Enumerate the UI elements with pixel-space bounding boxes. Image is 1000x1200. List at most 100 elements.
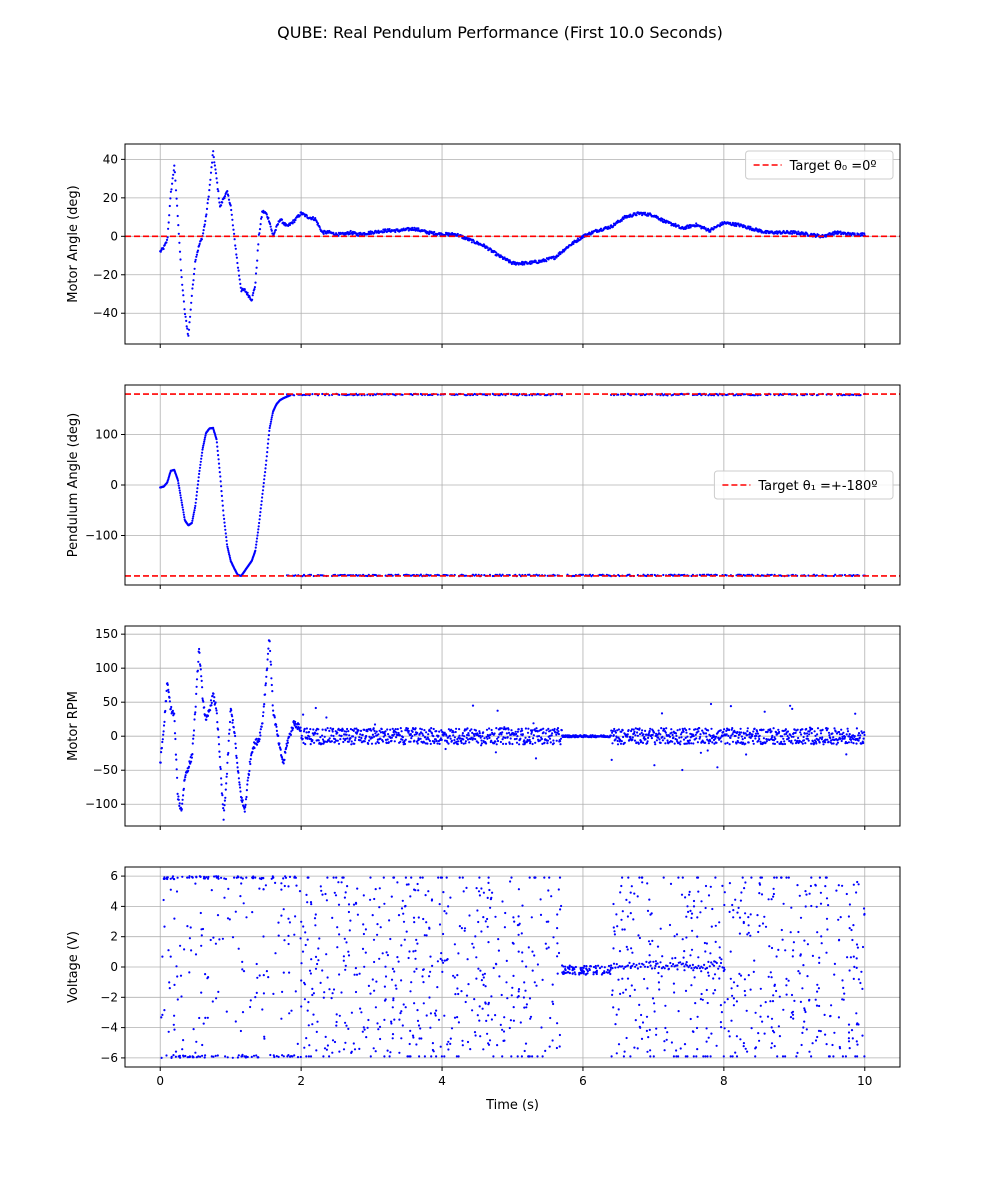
data-point xyxy=(706,749,709,752)
data-point xyxy=(463,927,467,930)
data-point xyxy=(181,289,184,292)
data-point xyxy=(241,799,244,802)
data-point xyxy=(682,730,685,733)
data-point xyxy=(300,1005,303,1008)
data-point xyxy=(217,743,221,746)
data-point xyxy=(798,740,801,743)
data-point xyxy=(750,876,753,879)
data-point xyxy=(345,733,348,736)
data-point xyxy=(641,881,644,884)
data-point xyxy=(658,988,661,991)
data-point xyxy=(523,739,526,742)
data-point xyxy=(180,995,183,998)
data-point xyxy=(664,1004,667,1007)
data-point xyxy=(161,1013,164,1017)
data-point xyxy=(229,204,232,207)
data-point xyxy=(418,1037,421,1040)
data-point xyxy=(181,798,184,801)
data-point xyxy=(614,731,618,734)
data-point xyxy=(783,733,786,736)
data-point xyxy=(333,1040,337,1044)
data-point xyxy=(179,1056,182,1059)
data-point xyxy=(647,214,650,217)
data-point xyxy=(808,892,811,895)
data-point xyxy=(343,896,346,899)
data-point xyxy=(293,394,296,397)
data-point xyxy=(438,730,441,733)
data-point xyxy=(255,743,259,746)
data-point xyxy=(258,887,261,890)
data-point xyxy=(317,728,320,731)
data-point xyxy=(430,732,434,735)
data-point xyxy=(785,977,788,981)
data-point xyxy=(214,707,218,710)
data-point xyxy=(638,876,641,879)
data-point xyxy=(223,877,226,880)
data-point xyxy=(172,169,175,172)
data-point xyxy=(518,573,521,576)
data-point xyxy=(478,1019,481,1022)
data-point xyxy=(421,876,424,879)
data-point xyxy=(770,730,773,733)
data-point xyxy=(831,1043,834,1047)
data-point xyxy=(612,926,615,929)
data-point xyxy=(657,981,661,984)
data-point xyxy=(527,727,530,730)
data-point xyxy=(502,736,505,739)
data-point xyxy=(429,1026,432,1029)
data-point xyxy=(863,1055,866,1058)
data-point xyxy=(223,896,226,899)
data-point xyxy=(195,1040,198,1043)
data-point xyxy=(162,898,165,902)
data-point xyxy=(727,734,730,738)
data-point xyxy=(378,887,381,890)
data-point xyxy=(237,269,240,272)
data-point xyxy=(852,742,855,745)
data-point xyxy=(617,393,620,396)
data-point xyxy=(621,977,624,980)
data-point xyxy=(191,287,194,290)
data-point xyxy=(835,889,838,892)
data-point xyxy=(228,720,232,724)
data-point xyxy=(732,909,735,912)
data-point xyxy=(239,1029,242,1033)
data-point xyxy=(225,782,228,785)
data-point xyxy=(270,677,273,680)
data-point xyxy=(367,984,370,988)
data-point xyxy=(446,574,449,577)
data-point xyxy=(734,1051,737,1054)
data-point xyxy=(381,740,385,743)
data-point xyxy=(352,729,355,733)
data-point xyxy=(207,875,210,879)
data-point xyxy=(242,970,246,973)
data-point xyxy=(632,918,635,921)
data-point xyxy=(217,728,220,731)
data-point xyxy=(428,739,431,743)
data-point xyxy=(650,737,654,740)
data-point xyxy=(709,740,712,743)
data-point xyxy=(316,732,319,735)
data-point xyxy=(231,721,234,724)
data-point xyxy=(449,1042,452,1045)
data-point xyxy=(815,574,819,577)
data-point xyxy=(219,767,222,771)
data-point xyxy=(581,236,584,240)
data-point xyxy=(614,738,617,741)
data-point xyxy=(271,232,274,235)
data-point xyxy=(670,1041,674,1044)
data-point xyxy=(679,743,682,746)
data-point xyxy=(198,651,201,654)
data-point xyxy=(256,531,259,534)
data-point xyxy=(482,976,485,979)
data-point xyxy=(759,987,762,990)
data-point xyxy=(490,995,493,998)
data-point xyxy=(613,930,616,933)
data-point xyxy=(226,190,229,193)
data-point xyxy=(321,728,324,731)
data-point xyxy=(606,968,609,972)
data-point xyxy=(822,743,825,746)
data-point xyxy=(182,511,185,514)
data-point xyxy=(177,484,180,487)
data-point xyxy=(253,288,256,291)
data-point xyxy=(217,197,220,200)
